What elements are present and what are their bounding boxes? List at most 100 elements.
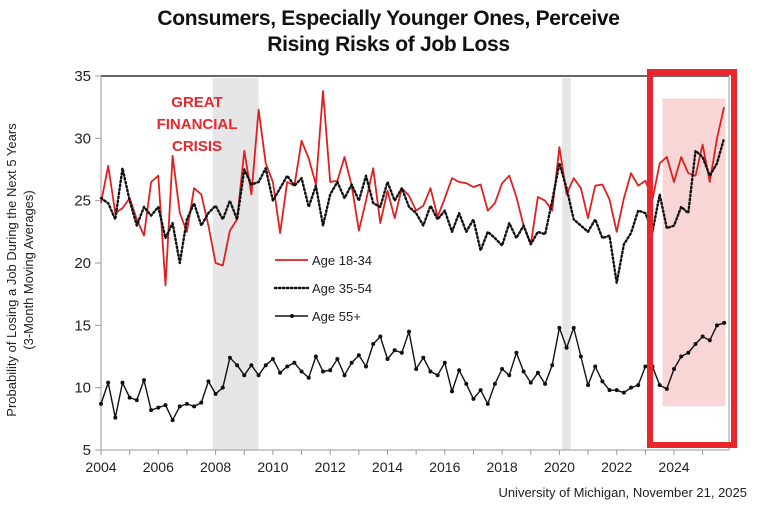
data-point bbox=[106, 380, 111, 385]
data-point bbox=[321, 369, 326, 374]
series-line-age-18-34 bbox=[100, 90, 725, 287]
data-point bbox=[485, 401, 490, 406]
x-tick-label: 2022 bbox=[601, 459, 632, 475]
data-point bbox=[385, 356, 390, 361]
y-tick-label: 10 bbox=[74, 380, 91, 397]
data-point bbox=[163, 403, 168, 408]
data-point bbox=[406, 329, 411, 334]
data-point bbox=[235, 363, 240, 368]
data-point bbox=[141, 378, 146, 383]
series-group bbox=[99, 69, 737, 448]
data-point bbox=[184, 401, 189, 406]
data-point bbox=[213, 391, 218, 396]
source-note: University of Michigan, November 21, 202… bbox=[498, 485, 747, 500]
data-point bbox=[113, 415, 118, 420]
data-point bbox=[722, 320, 727, 325]
x-tick-label: 2016 bbox=[429, 459, 460, 475]
legend-marker bbox=[290, 314, 294, 318]
data-point bbox=[285, 364, 290, 369]
y-axis-title: Probability of Losing a Job During the N… bbox=[4, 123, 36, 417]
data-point bbox=[636, 383, 641, 388]
data-point bbox=[149, 408, 154, 413]
data-point bbox=[192, 404, 197, 409]
y-tick-label: 5 bbox=[83, 442, 91, 459]
x-tick-label: 2004 bbox=[85, 459, 116, 475]
data-point bbox=[278, 370, 283, 375]
data-point bbox=[263, 363, 268, 368]
data-point bbox=[557, 325, 562, 330]
data-point bbox=[521, 369, 526, 374]
x-tick-label: 2020 bbox=[544, 459, 575, 475]
data-point bbox=[621, 390, 626, 395]
data-point bbox=[657, 383, 662, 388]
axes: 5 10 15 20 25 30 35 2004 2006 2008 2010 2012 2014 201… bbox=[74, 68, 730, 475]
data-point bbox=[299, 369, 304, 374]
data-point bbox=[335, 356, 340, 361]
data-point bbox=[428, 369, 433, 374]
data-point bbox=[707, 338, 712, 343]
data-point bbox=[99, 401, 103, 406]
legend: Age 18-34 Age 35-54 Age 55+ bbox=[273, 253, 372, 324]
data-point bbox=[242, 373, 247, 378]
x-tick-label: 2012 bbox=[315, 459, 346, 475]
y-axis-title-main: Probability of Losing a Job During the N… bbox=[4, 123, 19, 417]
data-point bbox=[249, 363, 254, 368]
data-point bbox=[435, 373, 440, 378]
x-tick-label: 2006 bbox=[143, 459, 174, 475]
data-point bbox=[514, 350, 519, 355]
data-point bbox=[535, 370, 540, 375]
data-point bbox=[614, 388, 619, 393]
data-point bbox=[543, 381, 548, 386]
data-point bbox=[306, 375, 311, 380]
data-point bbox=[643, 364, 648, 369]
data-point bbox=[170, 418, 175, 423]
data-point bbox=[127, 395, 132, 400]
highlight-box bbox=[647, 69, 737, 448]
data-point bbox=[120, 380, 125, 385]
data-point bbox=[471, 396, 476, 401]
data-point bbox=[607, 388, 612, 393]
data-point bbox=[399, 350, 404, 355]
data-point bbox=[593, 364, 598, 369]
data-point bbox=[270, 356, 275, 361]
data-point bbox=[220, 385, 225, 390]
legend-label: Age 18-34 bbox=[312, 253, 372, 268]
data-point bbox=[679, 354, 684, 359]
series-line-age-35-54 bbox=[99, 137, 726, 285]
y-tick-label: 30 bbox=[74, 130, 91, 147]
data-point bbox=[492, 381, 497, 386]
x-tick-label: 2014 bbox=[372, 459, 403, 475]
data-point bbox=[313, 354, 318, 359]
data-point bbox=[177, 404, 182, 409]
x-tick-label: 2024 bbox=[658, 459, 689, 475]
data-point bbox=[227, 355, 232, 360]
data-point bbox=[421, 355, 426, 360]
data-point bbox=[414, 366, 419, 371]
data-point bbox=[500, 366, 505, 371]
x-tick-label: 2018 bbox=[487, 459, 518, 475]
annotations: GREAT FINANCIAL CRISIS bbox=[157, 94, 238, 155]
data-point bbox=[199, 400, 204, 405]
data-point bbox=[349, 360, 354, 365]
y-tick-label: 15 bbox=[74, 317, 91, 334]
data-point bbox=[478, 388, 483, 393]
recession-2020 bbox=[562, 78, 571, 450]
data-point bbox=[693, 342, 698, 347]
data-point bbox=[364, 364, 369, 369]
data-point bbox=[686, 350, 691, 355]
data-point bbox=[571, 325, 576, 330]
data-point bbox=[528, 380, 533, 385]
legend-label: Age 55+ bbox=[312, 309, 361, 324]
data-point bbox=[564, 345, 569, 350]
data-point bbox=[256, 373, 261, 378]
y-tick-label: 35 bbox=[74, 68, 91, 85]
data-point bbox=[629, 385, 634, 390]
x-tick-label: 2010 bbox=[257, 459, 288, 475]
y-tick-label: 25 bbox=[74, 193, 91, 210]
data-point bbox=[371, 342, 376, 347]
data-point bbox=[156, 405, 161, 410]
data-point bbox=[457, 368, 462, 373]
data-point bbox=[464, 381, 469, 386]
data-point bbox=[507, 373, 512, 378]
